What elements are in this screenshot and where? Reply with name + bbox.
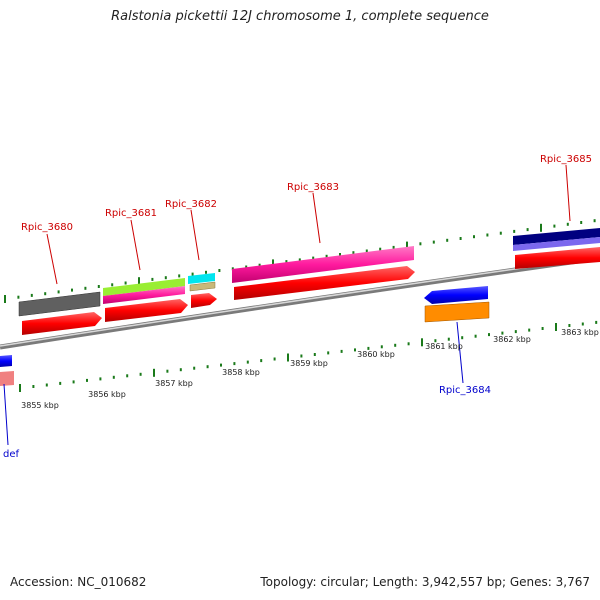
cds-arrow-rpic-3683 <box>234 266 415 300</box>
cds-arrow-rpic-3682 <box>191 293 217 308</box>
scale-label: 3858 kbp <box>222 368 260 377</box>
genome-backbone <box>0 255 600 350</box>
leader-rpic-3680 <box>46 233 58 285</box>
scale-label: 3863 kbp <box>561 328 599 337</box>
leader-rpic-3684 <box>456 321 464 384</box>
leader-rpic-3683 <box>312 192 321 244</box>
inner-tick-row <box>19 320 598 392</box>
map-title: Ralstonia pickettii 12J chromosome 1, co… <box>111 9 489 24</box>
scale-label: 3859 kbp <box>290 359 328 368</box>
feature-lime <box>103 278 185 296</box>
cds-arrow-rpic-3685 <box>515 247 600 269</box>
feature-tan <box>189 281 216 292</box>
leader-rpic-3681 <box>130 219 141 271</box>
cds-arrow-def <box>0 355 12 367</box>
scale-label: 3861 kbp <box>425 342 463 351</box>
leader-def <box>3 383 9 446</box>
cds-arrow-rpic-3680 <box>22 312 102 335</box>
scale-labels: 3855 kbp 3856 kbp 3857 kbp 3858 kbp 3859… <box>21 328 599 410</box>
cds-arrow-rpic-3684 <box>424 286 488 304</box>
gene-label[interactable]: Rpic_3683 <box>287 182 339 193</box>
cds-arrows <box>0 247 600 367</box>
product-features <box>0 228 600 386</box>
cds-arrow-rpic-3681 <box>105 299 188 322</box>
feature-gray <box>18 291 101 317</box>
leader-rpic-3685 <box>565 164 571 222</box>
gene-labels: Rpic_3680 Rpic_3681 Rpic_3682 Rpic_3683 … <box>3 154 592 460</box>
scale-label: 3856 kbp <box>88 390 126 399</box>
feature-cyan <box>188 273 215 284</box>
scale-label: 3862 kbp <box>493 335 531 344</box>
gene-label[interactable]: Rpic_3684 <box>439 385 491 396</box>
label-leaders <box>3 164 571 446</box>
feature-navy <box>513 228 600 245</box>
leader-rpic-3682 <box>190 209 200 261</box>
gene-label[interactable]: Rpic_3680 <box>21 222 73 233</box>
accession-text: Accession: NC_010682 <box>10 575 147 589</box>
scale-label: 3855 kbp <box>21 401 59 410</box>
feature-orange <box>424 301 490 323</box>
gene-label[interactable]: Rpic_3681 <box>105 208 157 219</box>
feature-magenta-small <box>103 286 185 304</box>
feature-magenta-large <box>232 246 414 283</box>
scale-label: 3857 kbp <box>155 379 193 388</box>
gene-label[interactable]: Rpic_3685 <box>540 154 592 165</box>
scale-label: 3860 kbp <box>357 350 395 359</box>
gene-label[interactable]: Rpic_3682 <box>165 199 217 210</box>
gene-label[interactable]: def <box>3 449 20 460</box>
feature-lavender <box>513 237 600 251</box>
topology-summary: Topology: circular; Length: 3,942,557 bp… <box>260 575 590 589</box>
feature-pink <box>0 371 14 386</box>
